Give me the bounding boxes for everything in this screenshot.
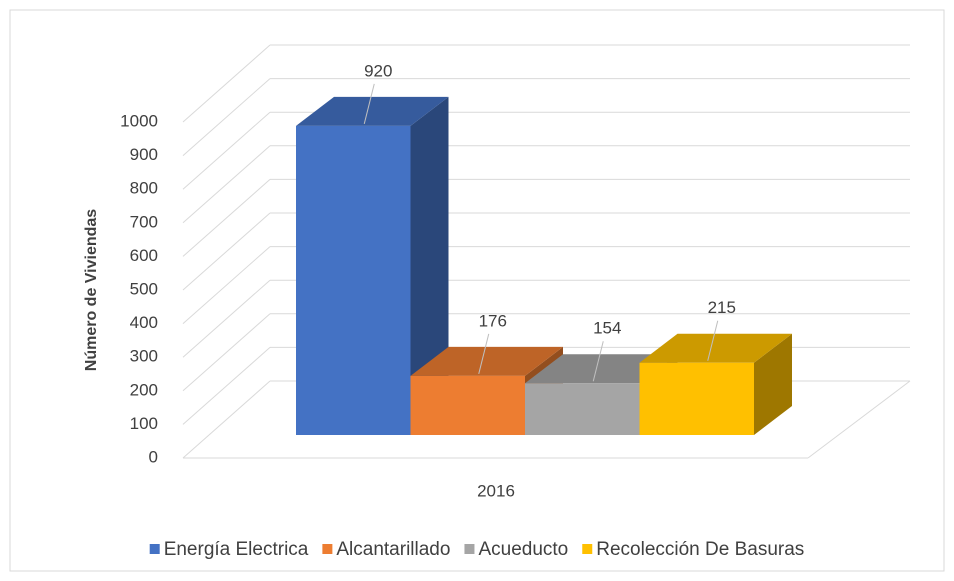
grid-line [182, 44, 271, 123]
leader-line [478, 333, 490, 374]
grid-line [182, 279, 271, 358]
grid-line [182, 78, 271, 156]
bar-side [754, 333, 792, 435]
y-tick-label: 500 [130, 279, 158, 298]
grid-line [182, 347, 271, 425]
y-tick-label: 300 [130, 347, 158, 366]
bar-top [410, 346, 563, 376]
y-tick-label: 400 [130, 313, 158, 332]
bar [296, 125, 411, 435]
leader-line [592, 341, 604, 382]
value-label: 176 [479, 311, 507, 330]
bar-top [639, 333, 792, 363]
grid-line [182, 212, 271, 291]
leader-line [363, 83, 375, 125]
grid-line [182, 313, 271, 392]
y-tick-label: 900 [130, 145, 158, 164]
value-label: 215 [708, 298, 736, 317]
legend-swatch [322, 544, 333, 554]
legend-label: Alcantarillado [336, 539, 450, 560]
chart-border [9, 9, 945, 572]
bar-top [296, 96, 449, 126]
grid-line [182, 246, 271, 324]
x-tick-label: 2016 [477, 481, 515, 500]
legend-label: Acueducto [478, 539, 568, 560]
y-axis-label: Número de Viviendas [83, 209, 100, 372]
bar-top [525, 354, 678, 384]
y-tick-label: 0 [149, 447, 158, 466]
y-tick-label: 800 [130, 179, 158, 198]
legend-label: Recolección De Basuras [596, 539, 804, 560]
grid-line [182, 111, 271, 190]
bar [639, 362, 754, 435]
y-tick-label: 200 [130, 380, 158, 399]
value-label: 920 [364, 61, 392, 80]
y-tick-label: 700 [130, 212, 158, 231]
value-label: 154 [593, 319, 621, 338]
legend-label: Energía Electrica [164, 539, 309, 560]
legend-swatch [582, 544, 593, 554]
legend-swatch [149, 544, 160, 554]
bar-side [410, 96, 449, 435]
bar [410, 375, 525, 435]
floor-edge [807, 380, 911, 459]
y-tick-label: 100 [130, 414, 158, 433]
grid-line [182, 380, 271, 459]
grid-line [182, 179, 271, 257]
grid-line [182, 145, 271, 224]
y-tick-label: 1000 [120, 111, 158, 130]
leader-line [707, 320, 719, 361]
y-tick-label: 600 [130, 246, 158, 265]
legend-swatch [464, 544, 475, 554]
bar [525, 383, 640, 435]
